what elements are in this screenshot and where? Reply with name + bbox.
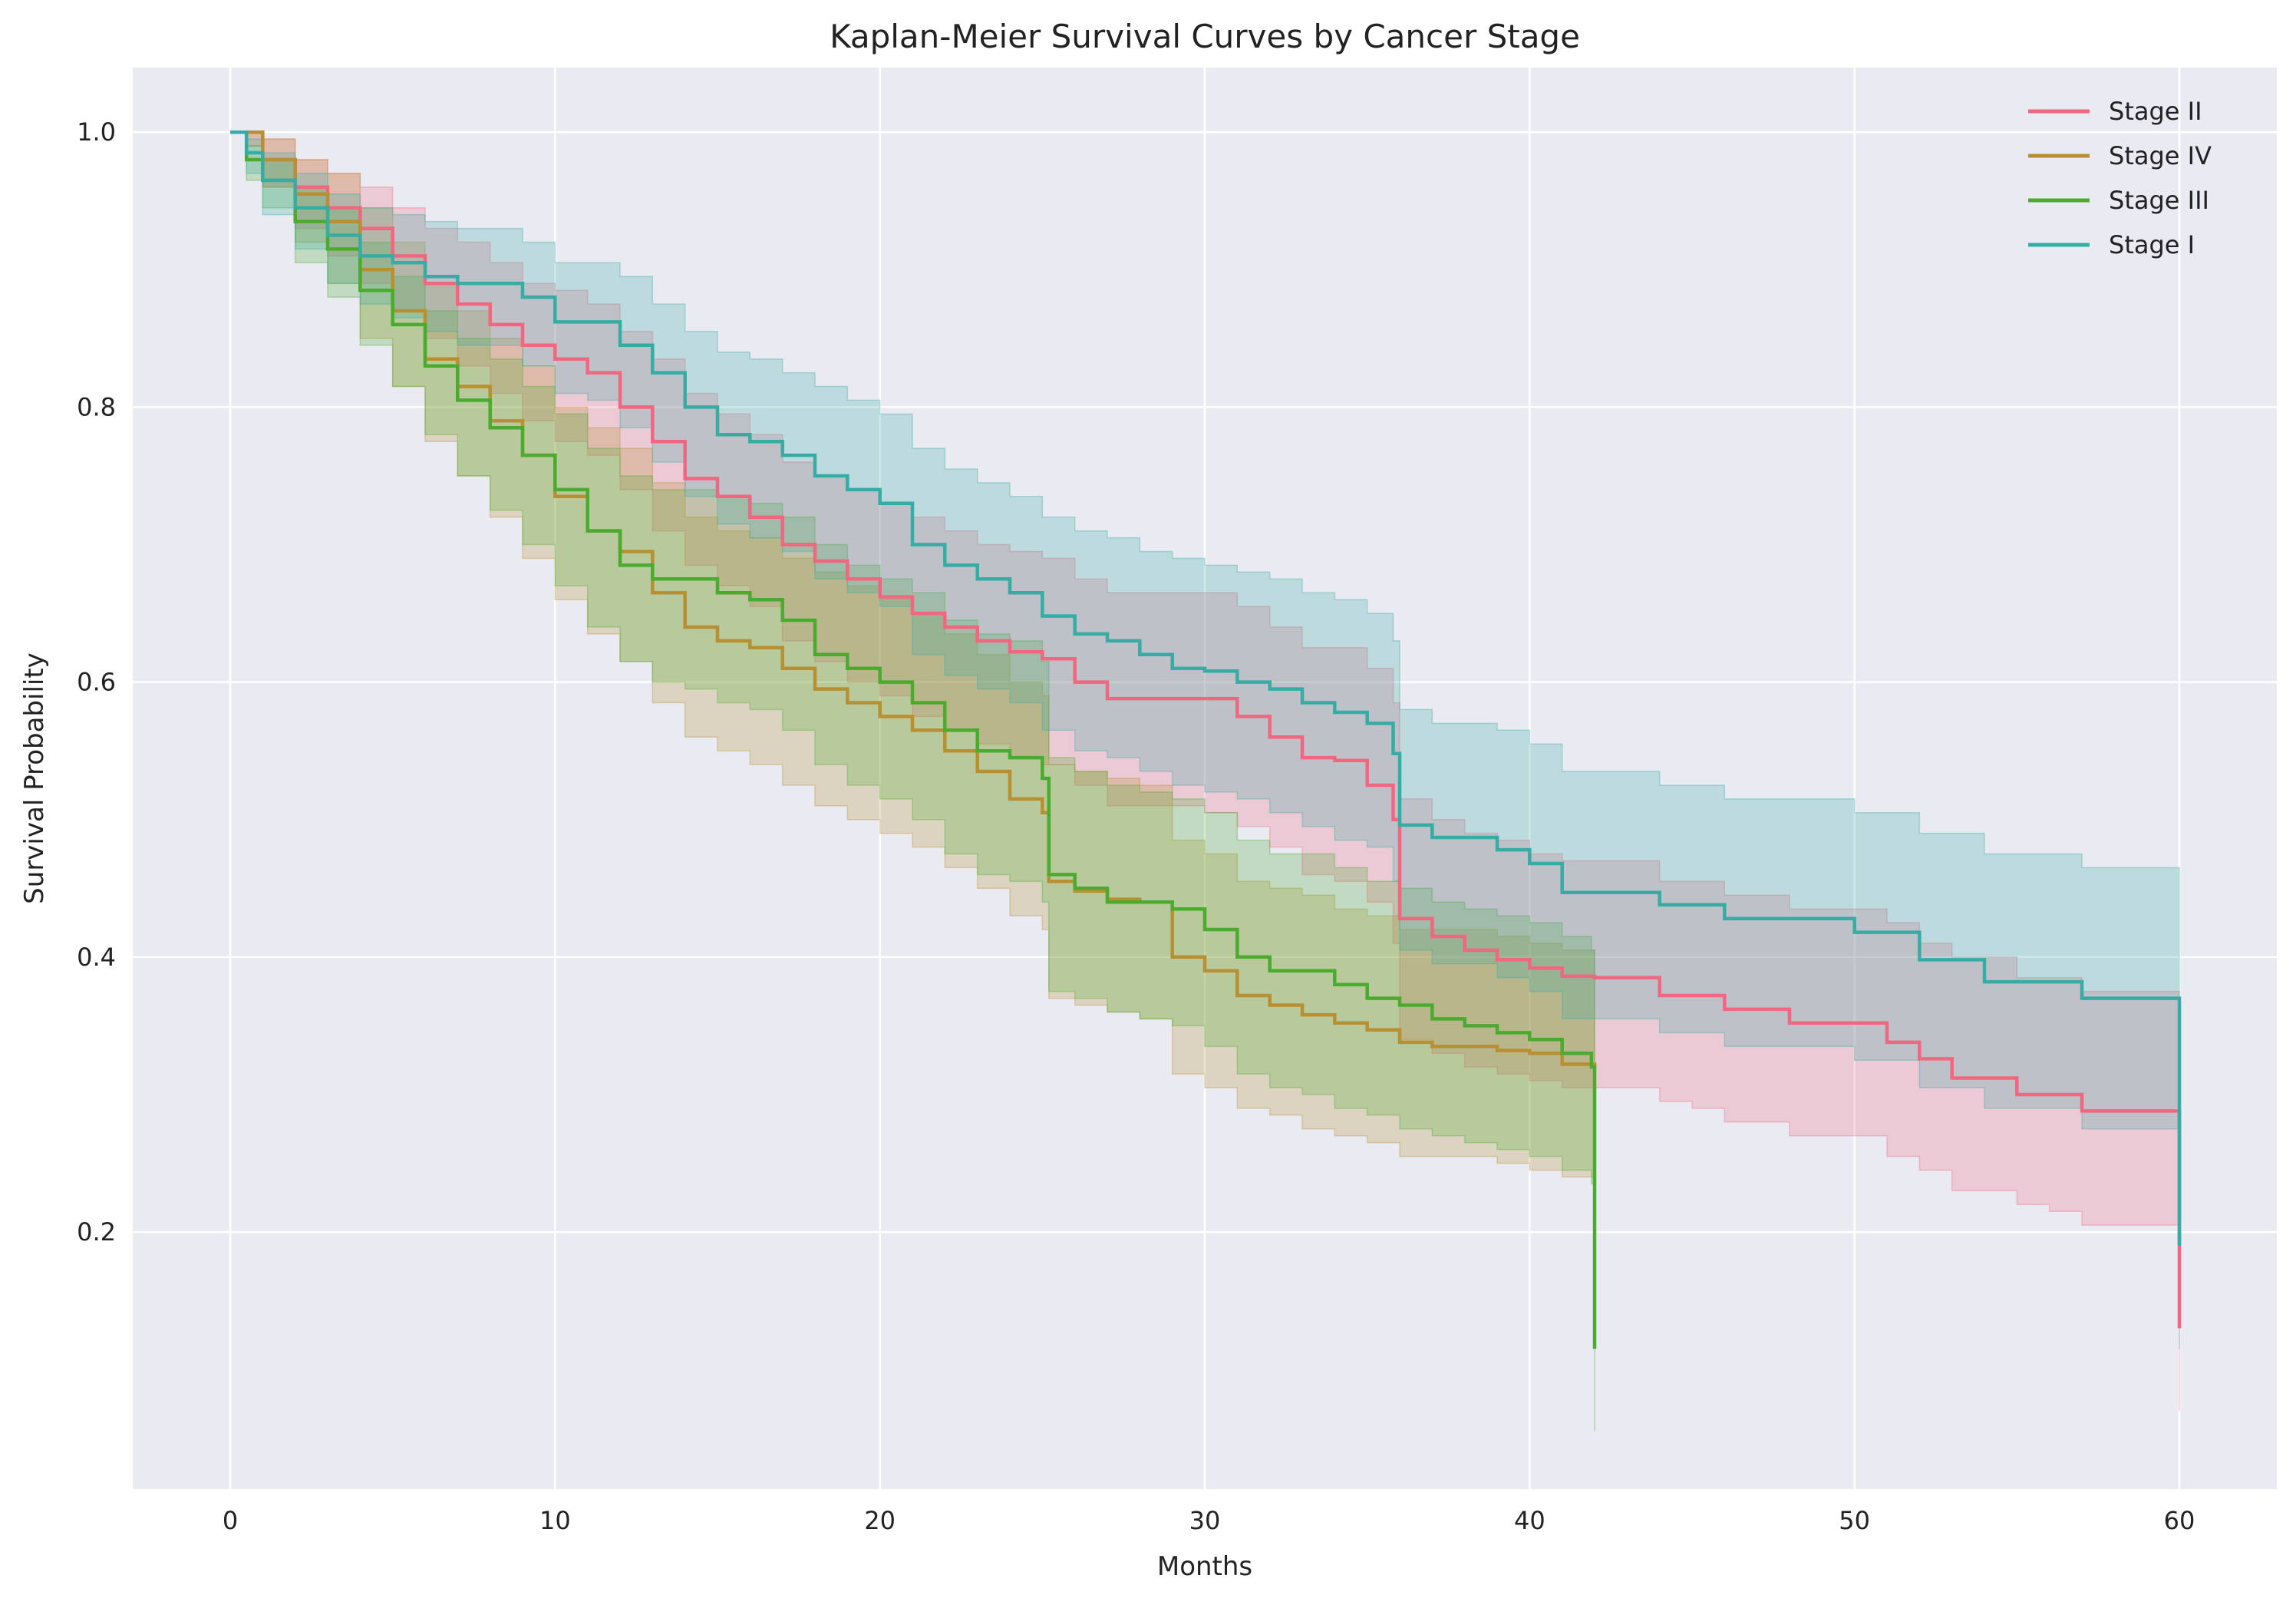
y-tick-label: 0.8 bbox=[77, 392, 116, 421]
legend-label-stage-iii: Stage III bbox=[2109, 186, 2209, 215]
x-tick-label: 30 bbox=[1189, 1506, 1221, 1535]
y-tick-label: 0.6 bbox=[77, 668, 116, 697]
x-tick-label: 60 bbox=[2164, 1506, 2195, 1535]
x-tick-label: 10 bbox=[539, 1506, 571, 1535]
ci-band-stage-i bbox=[230, 131, 2180, 1349]
y-axis-ticks: 0.2 0.4 0.6 0.8 1.0 bbox=[77, 117, 116, 1247]
legend-label-stage-i: Stage I bbox=[2109, 230, 2195, 259]
legend-label-stage-iv: Stage IV bbox=[2109, 141, 2212, 170]
y-tick-label: 1.0 bbox=[77, 117, 116, 147]
legend-label-stage-ii: Stage II bbox=[2109, 97, 2202, 126]
survival-line-stage-i bbox=[230, 130, 2182, 1246]
x-tick-label: 40 bbox=[1514, 1506, 1546, 1535]
survival-line-stage-ii bbox=[230, 130, 2182, 1329]
y-axis-label: Survival Probability bbox=[19, 652, 50, 904]
survival-lines bbox=[230, 130, 2182, 1349]
y-tick-label: 0.4 bbox=[77, 943, 116, 972]
x-axis-ticks: 0 10 20 30 40 50 60 bbox=[223, 1506, 2195, 1535]
x-tick-label: 0 bbox=[223, 1506, 238, 1535]
chart-title: Kaplan-Meier Survival Curves by Cancer S… bbox=[830, 18, 1580, 55]
survival-line-stage-iii bbox=[230, 130, 1597, 1349]
x-tick-label: 50 bbox=[1839, 1506, 1870, 1535]
x-axis-label: Months bbox=[1157, 1551, 1252, 1582]
y-tick-label: 0.2 bbox=[77, 1217, 116, 1247]
x-tick-label: 20 bbox=[864, 1506, 896, 1535]
legend: Stage II Stage IV Stage III Stage I bbox=[2028, 97, 2212, 259]
